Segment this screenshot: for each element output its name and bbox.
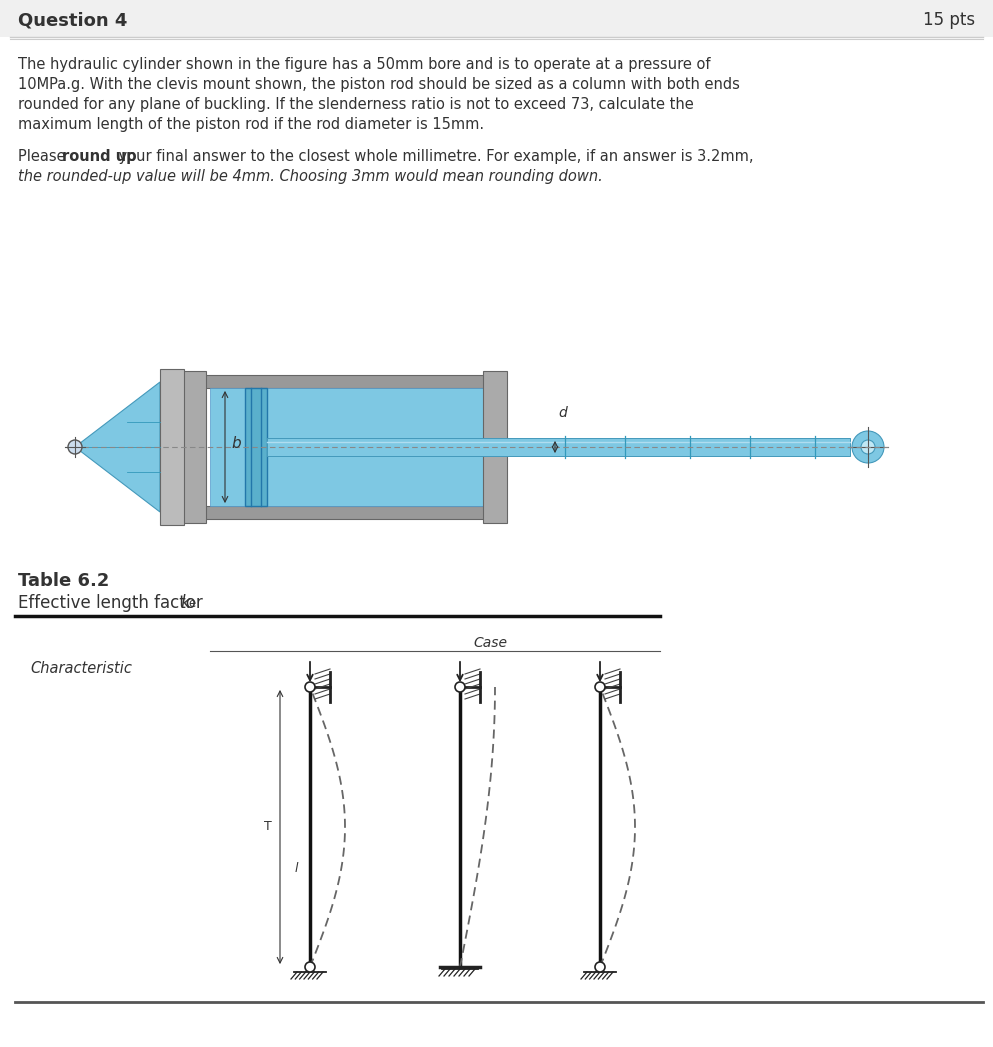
- Text: the rounded-up value will be 4mm. Choosing 3mm would mean rounding down.: the rounded-up value will be 4mm. Choosi…: [18, 169, 603, 184]
- Circle shape: [305, 962, 315, 972]
- Circle shape: [852, 431, 884, 463]
- Bar: [245, 388, 267, 506]
- Text: Table 6.2: Table 6.2: [18, 572, 109, 591]
- Polygon shape: [75, 382, 160, 512]
- Text: b: b: [231, 437, 240, 451]
- Circle shape: [455, 682, 465, 692]
- Text: The hydraulic cylinder shown in the figure has a 50mm bore and is to operate at : The hydraulic cylinder shown in the figu…: [18, 57, 711, 72]
- Text: rounded for any plane of buckling. If the slenderness ratio is not to exceed 73,: rounded for any plane of buckling. If th…: [18, 97, 694, 112]
- Bar: [182, 371, 206, 524]
- Bar: [0, 0, 993, 37]
- Text: your final answer to the closest whole millimetre. For example, if an answer is : your final answer to the closest whole m…: [114, 149, 754, 164]
- Text: d: d: [558, 406, 567, 420]
- Text: Please: Please: [18, 149, 71, 164]
- Text: Case: Case: [473, 636, 507, 650]
- Text: maximum length of the piston rod if the rod diameter is 15mm.: maximum length of the piston rod if the …: [18, 117, 485, 132]
- Text: Characteristic: Characteristic: [30, 661, 132, 676]
- Bar: [160, 369, 184, 525]
- Text: round up: round up: [62, 149, 137, 164]
- Text: 10MPa.g. With the clevis mount shown, the piston rod should be sized as a column: 10MPa.g. With the clevis mount shown, th…: [18, 77, 740, 92]
- Circle shape: [68, 440, 82, 454]
- Circle shape: [595, 962, 605, 972]
- Circle shape: [861, 440, 875, 454]
- Text: e: e: [188, 597, 196, 610]
- Text: Effective length factor: Effective length factor: [18, 594, 208, 612]
- Text: 15 pts: 15 pts: [922, 12, 975, 29]
- Bar: [185, 375, 505, 388]
- Bar: [210, 388, 485, 506]
- Bar: [483, 371, 507, 524]
- Bar: [267, 438, 850, 456]
- Bar: [185, 506, 505, 519]
- Text: Question 4: Question 4: [18, 12, 127, 29]
- Text: k: k: [180, 594, 190, 612]
- Text: l: l: [295, 863, 298, 875]
- Circle shape: [305, 682, 315, 692]
- Circle shape: [595, 682, 605, 692]
- Text: T: T: [264, 821, 272, 833]
